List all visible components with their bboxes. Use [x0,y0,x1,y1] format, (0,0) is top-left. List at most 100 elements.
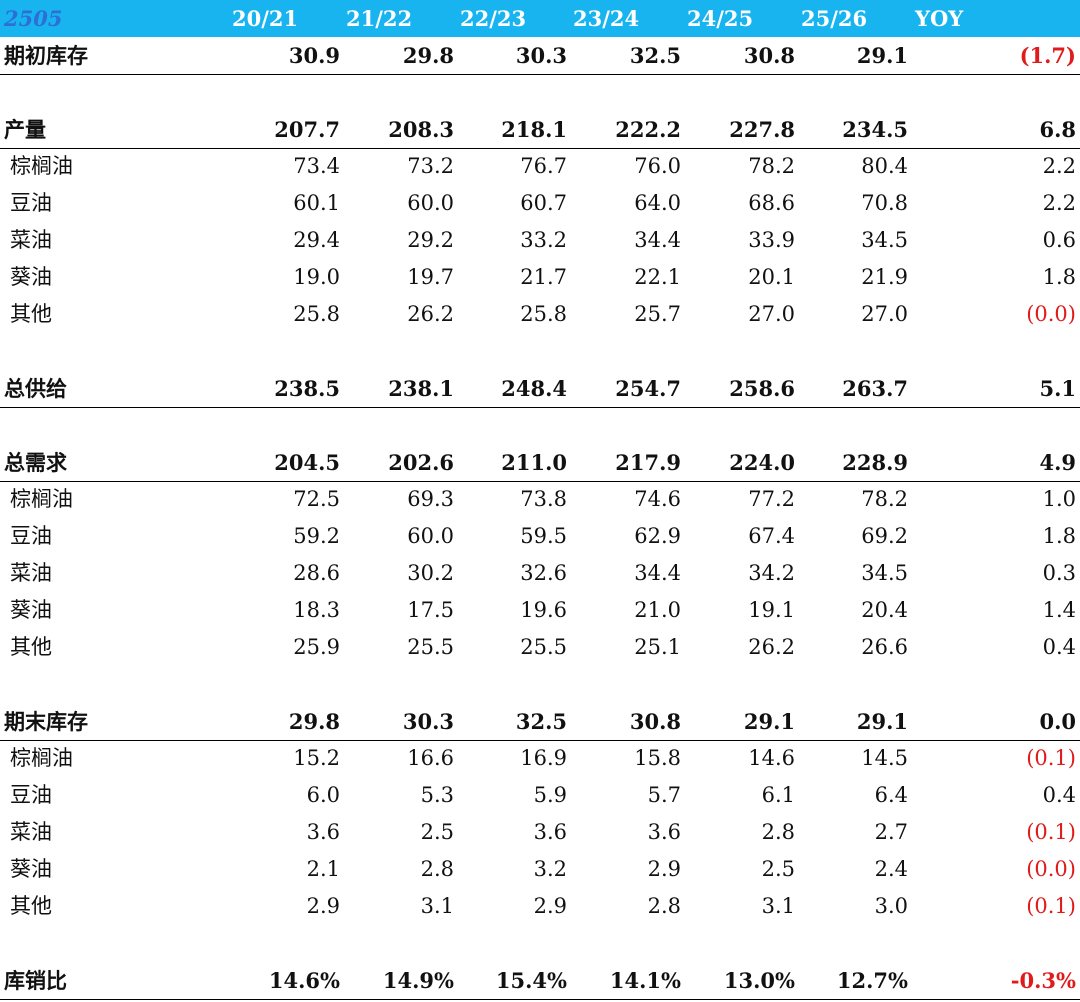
row-label: 豆油 [10,783,52,807]
table-row: 豆油 6.0 5.3 5.9 5.7 6.1 6.4 0.4 [0,777,1080,814]
value-cell: 29.1 [856,43,908,68]
value-cell: 18.3 [293,598,340,622]
value-cell: 238.5 [274,376,340,401]
value-cell: 70.8 [861,191,908,215]
row-label: 棕榈油 [10,154,73,178]
value-cell: 25.8 [520,302,567,326]
row-label: 其他 [10,635,52,659]
row-label: 总需求 [4,450,67,475]
value-cell: 69.3 [407,487,454,511]
table-row: 总需求 204.5 202.6 211.0 217.9 224.0 228.9 4.9 [0,444,1080,482]
yoy-cell: (0.1) [1026,894,1076,918]
table-row: 葵油 18.3 17.5 19.6 21.0 19.1 20.4 1.4 [0,592,1080,629]
yoy-cell: 5.1 [1039,376,1076,401]
row-label: 豆油 [10,191,52,215]
table-row: 其他 2.9 3.1 2.9 2.8 3.1 3.0 (0.1) [0,888,1080,925]
value-cell: 21.7 [520,265,567,289]
yoy-cell: (0.0) [1026,302,1076,326]
value-cell: 5.3 [420,783,454,807]
value-cell: 25.1 [634,635,681,659]
row-label: 菜油 [10,228,52,252]
value-cell: 25.8 [293,302,340,326]
value-cell: 33.9 [748,228,795,252]
yoy-cell: 6.8 [1039,117,1076,142]
value-cell: 3.0 [874,894,908,918]
value-cell: 26.6 [861,635,908,659]
value-cell: 234.5 [842,117,908,142]
yoy-cell: 0.4 [1042,783,1076,807]
table-row: 棕榈油 72.5 69.3 73.8 74.6 77.2 78.2 1.0 [0,481,1080,518]
yoy-cell: (0.1) [1026,820,1076,844]
value-cell: 29.1 [856,709,908,734]
value-cell: 217.9 [615,450,681,475]
yoy-cell: 1.4 [1042,598,1076,622]
table-row: 菜油 29.4 29.2 33.2 34.4 33.9 34.5 0.6 [0,222,1080,259]
row-label: 菜油 [10,561,52,585]
col-header: 21/22 [346,6,413,31]
value-cell: 60.7 [520,191,567,215]
value-cell: 25.5 [407,635,454,659]
value-cell: 2.7 [874,820,908,844]
value-cell: 14.6% [268,968,340,993]
value-cell: 2.8 [420,857,454,881]
value-cell: 207.7 [274,117,340,142]
table-row: 豆油 59.2 60.0 59.5 62.9 67.4 69.2 1.8 [0,518,1080,555]
value-cell: 29.8 [288,709,340,734]
value-cell: 32.5 [515,709,567,734]
yoy-cell: 2.2 [1042,154,1076,178]
value-cell: 15.2 [293,746,340,770]
value-cell: 2.5 [420,820,454,844]
value-cell: 2.1 [306,857,340,881]
col-header: 25/26 [801,6,868,31]
row-label: 期初库存 [4,43,88,68]
table-row: 库销比 14.6% 14.9% 15.4% 14.1% 13.0% 12.7% -0.3% [0,962,1080,1000]
value-cell: 2.5 [761,857,795,881]
value-cell: 25.7 [634,302,681,326]
value-cell: 78.2 [861,487,908,511]
value-cell: 19.6 [520,598,567,622]
value-cell: 3.6 [306,820,340,844]
row-label: 棕榈油 [10,746,73,770]
value-cell: 19.7 [407,265,454,289]
value-cell: 248.4 [501,376,567,401]
value-cell: 30.3 [402,709,454,734]
table-row: 棕榈油 15.2 16.6 16.9 15.8 14.6 14.5 (0.1) [0,740,1080,777]
value-cell: 30.9 [288,43,340,68]
table-row: 其他 25.8 26.2 25.8 25.7 27.0 27.0 (0.0) [0,296,1080,333]
row-label: 库销比 [4,968,67,993]
value-cell: 28.6 [293,561,340,585]
row-label: 总供给 [4,376,67,401]
value-cell: 258.6 [729,376,795,401]
table-row: 葵油 2.1 2.8 3.2 2.9 2.5 2.4 (0.0) [0,851,1080,888]
value-cell: 69.2 [861,524,908,548]
value-cell: 29.4 [293,228,340,252]
value-cell: 227.8 [729,117,795,142]
value-cell: 78.2 [748,154,795,178]
value-cell: 34.5 [861,561,908,585]
col-header: 23/24 [573,6,640,31]
value-cell: 20.1 [748,265,795,289]
value-cell: 2.8 [761,820,795,844]
yoy-cell: 1.8 [1042,524,1076,548]
value-cell: 30.8 [629,709,681,734]
value-cell: 19.0 [293,265,340,289]
value-cell: 3.6 [533,820,567,844]
value-cell: 2.8 [647,894,681,918]
value-cell: 29.8 [402,43,454,68]
value-cell: 16.6 [407,746,454,770]
value-cell: 27.0 [861,302,908,326]
table-row: 期初库存 30.9 29.8 30.3 32.5 30.8 29.1 (1.7) [0,37,1080,75]
value-cell: 254.7 [615,376,681,401]
table-row: 总供给 238.5 238.1 248.4 254.7 258.6 263.7 5.1 [0,370,1080,408]
value-cell: 77.2 [748,487,795,511]
value-cell: 59.2 [293,524,340,548]
value-cell: 14.5 [861,746,908,770]
value-cell: 208.3 [388,117,454,142]
yoy-cell: 1.8 [1042,265,1076,289]
value-cell: 30.2 [407,561,454,585]
value-cell: 3.6 [647,820,681,844]
value-cell: 224.0 [729,450,795,475]
table-row: 期末库存 29.8 30.3 32.5 30.8 29.1 29.1 0.0 [0,703,1080,741]
value-cell: 6.1 [761,783,795,807]
value-cell: 34.4 [634,561,681,585]
